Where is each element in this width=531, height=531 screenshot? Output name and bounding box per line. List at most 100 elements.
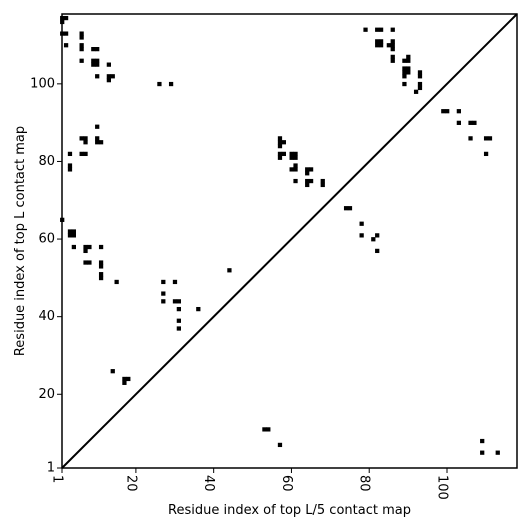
contact-cell-top-l — [79, 151, 84, 157]
contact-cell-top-l — [79, 136, 84, 141]
contact-cell-top-l — [417, 81, 423, 87]
contact-cell-top-l — [106, 62, 111, 67]
contact-cell-top-l — [320, 178, 325, 184]
contact-cell-top-l — [67, 167, 73, 172]
contact-cell-top-l — [308, 178, 314, 184]
y-axis-title: Residue index of top L contact map — [13, 126, 28, 356]
contact-cells — [60, 15, 500, 455]
contact-cell-top-l — [87, 260, 92, 265]
y-tick-label: 100 — [30, 76, 55, 91]
contact-cell-top-l — [343, 206, 349, 211]
contact-cell-top-l5 — [495, 450, 500, 455]
contact-cell-top-l — [402, 58, 407, 63]
contact-cell-top-l — [63, 31, 69, 36]
contact-cell-top-l — [456, 109, 461, 114]
contact-cell-top-l — [378, 39, 384, 44]
contact-cell-top-l — [293, 178, 298, 184]
contact-cell-top-l — [277, 155, 283, 160]
contact-cell-top-l — [95, 136, 100, 141]
contact-cell-top-l — [71, 233, 76, 238]
contact-cell-top-l — [390, 46, 395, 52]
contact-cell-top-l — [98, 272, 104, 277]
contact-cell-top-l5 — [480, 450, 485, 455]
contact-cell-top-l — [79, 31, 84, 36]
contact-cell-top-l — [71, 229, 76, 234]
contact-cell-top-l — [375, 43, 380, 48]
contact-cell-top-l — [487, 136, 493, 141]
contact-cell-top-l — [161, 299, 166, 304]
contact-cell-top-l — [456, 120, 461, 125]
contact-cell-top-l — [196, 306, 201, 312]
contact-cell-top-l — [67, 229, 73, 234]
contact-cell-top-l — [483, 151, 489, 157]
contact-cell-top-l — [176, 326, 181, 331]
contact-cell-top-l — [390, 39, 395, 44]
contact-cell-top-l — [375, 39, 380, 44]
contact-cell-top-l — [91, 46, 96, 52]
contact-cell-top-l — [79, 35, 84, 40]
contact-cell-top-l — [157, 81, 162, 87]
contact-cell-top-l — [406, 58, 411, 63]
contact-cell-top-l — [83, 140, 88, 145]
x-axis-title: Residue index of top L/5 contact map — [168, 503, 411, 518]
contact-cell-top-l — [281, 151, 286, 157]
contact-cell-top-l — [347, 206, 353, 211]
y-tick-label: 80 — [38, 154, 55, 169]
contact-cell-top-l — [289, 151, 294, 157]
contact-cell-top-l — [83, 151, 88, 157]
contact-cell-top-l — [114, 279, 119, 285]
contact-cell-top-l — [472, 120, 477, 125]
contact-cell-top-l — [308, 167, 314, 172]
y-tick-label: 20 — [38, 387, 55, 402]
plot-frame — [61, 13, 518, 469]
contact-cell-top-l — [402, 70, 407, 75]
contact-cell-top-l — [87, 244, 92, 250]
contact-cell-top-l — [98, 244, 104, 250]
contact-cell-top-l — [293, 163, 298, 168]
contact-cell-top-l — [168, 81, 174, 87]
diagonal-line — [61, 13, 518, 469]
contact-cell-top-l — [98, 260, 104, 265]
contact-cell-top-l — [402, 81, 407, 87]
contact-cell-top-l — [277, 144, 283, 149]
contact-cell-top-l5 — [262, 427, 267, 432]
contact-cell-top-l — [227, 268, 232, 273]
contact-cell-top-l — [378, 27, 384, 32]
contact-cell-top-l — [110, 74, 115, 79]
contact-cell-top-l — [71, 244, 76, 250]
contact-cell-top-l — [359, 233, 364, 238]
contact-cell-top-l — [441, 109, 446, 114]
contact-cell-top-l — [417, 70, 423, 75]
contact-cell-top-l — [320, 182, 325, 188]
contact-cell-top-l — [95, 58, 100, 63]
x-tick-label: 80 — [357, 475, 372, 492]
contact-cell-top-l — [63, 43, 69, 48]
contact-cell-top-l — [277, 151, 283, 157]
contact-cell-top-l — [386, 43, 391, 48]
contact-cell-top-l — [106, 78, 111, 83]
contact-cell-top-l — [161, 279, 166, 285]
x-tick-label: 60 — [279, 475, 294, 492]
contact-cell-top-l — [79, 43, 84, 48]
contact-cell-top-l — [67, 233, 73, 238]
contact-cell-top-l — [126, 376, 131, 382]
contact-cell-top-l — [390, 43, 395, 48]
contact-cell-top-l — [176, 306, 181, 312]
contact-cell-top-l — [289, 167, 294, 172]
contact-cell-top-l — [79, 46, 84, 52]
contact-cell-top-l — [122, 380, 127, 385]
contact-cell-top-l — [122, 376, 127, 382]
contact-cell-top-l — [363, 27, 368, 32]
contact-cell-top-l — [63, 15, 69, 21]
contact-cell-top-l — [375, 233, 380, 238]
y-tick-label: 1 — [47, 461, 55, 476]
contact-cell-top-l — [98, 275, 104, 281]
contact-cell-top-l5 — [480, 438, 485, 444]
contact-cell-top-l — [91, 58, 96, 63]
contact-cell-top-l — [106, 74, 111, 79]
contact-cell-top-l — [390, 27, 395, 32]
contact-cell-top-l — [375, 27, 380, 32]
contact-cell-top-l — [293, 151, 298, 157]
contact-cell-top-l — [375, 248, 380, 254]
